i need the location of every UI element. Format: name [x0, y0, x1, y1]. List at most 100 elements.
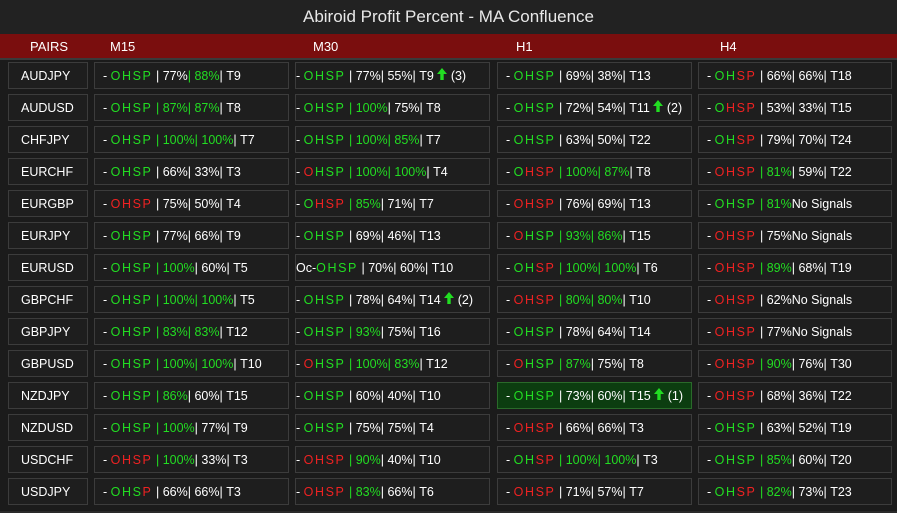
confluence-percent: 71% [387, 196, 413, 211]
signal-cell[interactable]: - OHSP | 75% | 75% | T4 [295, 414, 490, 441]
separator: | [555, 132, 566, 147]
ohsp-letter: H [524, 292, 536, 307]
signal-cell[interactable]: - OHSP | 90% | 76% | T30 [698, 350, 892, 377]
signal-cell[interactable]: - OHSP | 100% | 87% | T8 [497, 158, 692, 185]
signal-cell[interactable]: - OHSP | 69% | 38% | T13 [497, 62, 692, 89]
ohsp-letter: S [535, 228, 546, 243]
signal-cell[interactable]: - OHSP | 79% | 70% | T24 [698, 126, 892, 153]
signal-cell[interactable]: - OHSP | 66% | 66% | T3 [94, 478, 289, 505]
signal-cell[interactable]: - OHSP | 75% | 50% | T4 [94, 190, 289, 217]
signal-cell[interactable]: - OHSP | 77% No Signals [698, 318, 892, 345]
ohsp-letter: S [132, 228, 143, 243]
separator: | [622, 100, 630, 115]
signal-cell[interactable]: - OHSP | 87% | 75% | T8 [497, 350, 692, 377]
pair-label[interactable]: GBPJPY [8, 318, 88, 345]
signal-cell[interactable]: - OHSP | 77% | 88% | T9 [94, 62, 289, 89]
trade-count: T9 [419, 68, 434, 83]
pair-label[interactable]: AUDUSD [8, 94, 88, 121]
signal-cell[interactable]: - OHSP | 68% | 36% | T22 [698, 382, 892, 409]
signal-cell[interactable]: Oc- OHSP | 70% | 60% | T10 [295, 254, 490, 281]
ohsp-indicator: OHSP [514, 485, 556, 499]
signal-cell[interactable]: - OHSP | 100% | 33% | T3 [94, 446, 289, 473]
pair-label[interactable]: GBPCHF [8, 286, 88, 313]
signal-cell[interactable]: - OHSP | 77% | 55% | T9 (3) [295, 62, 490, 89]
signal-cell[interactable]: - OHSP | 81% No Signals [698, 190, 892, 217]
separator: | [219, 228, 227, 243]
signal-cell[interactable]: - OHSP | 80% | 80% | T10 [497, 286, 692, 313]
signal-cell[interactable]: - OHSP | 66% | 66% | T3 [497, 414, 692, 441]
signal-cell[interactable]: - OHSP | 77% | 66% | T9 [94, 222, 289, 249]
profit-percent: 53% [766, 100, 792, 115]
signal-cell[interactable]: - OHSP | 93% | 75% | T16 [295, 318, 490, 345]
ohsp-letter: H [524, 484, 536, 499]
separator: | [219, 484, 227, 499]
pair-label[interactable]: USDCHF [8, 446, 88, 473]
ohsp-letter: H [524, 100, 536, 115]
signal-cell[interactable]: - OHSP | 66% | 66% | T18 [698, 62, 892, 89]
signal-cell[interactable]: - OHSP | 72% | 54% | T11 (2) [497, 94, 692, 121]
signal-cell[interactable]: - OHSP | 73% | 60% | T15 (1) [497, 382, 692, 409]
pair-label[interactable]: USDJPY [8, 478, 88, 505]
signal-cell[interactable]: - OHSP | 87% | 87% | T8 [94, 94, 289, 121]
profit-percent: 78% [355, 292, 381, 307]
signal-cell[interactable]: - OHSP | 100% | 100% | T4 [295, 158, 490, 185]
signal-cell[interactable]: - OHSP | 53% | 33% | T15 [698, 94, 892, 121]
signal-cell[interactable]: - OHSP | 63% | 52% | T19 [698, 414, 892, 441]
ohsp-letter: P [545, 164, 556, 179]
signal-cell[interactable]: - OHSP | 78% | 64% | T14 (2) [295, 286, 490, 313]
pair-label[interactable]: AUDJPY [8, 62, 88, 89]
pair-label[interactable]: GBPUSD [8, 350, 88, 377]
signal-cell[interactable]: - OHSP | 100% | 83% | T12 [295, 350, 490, 377]
signal-cell[interactable]: - OHSP | 69% | 46% | T13 [295, 222, 490, 249]
separator: | [387, 132, 395, 147]
signal-cell[interactable]: - OHSP | 78% | 64% | T14 [497, 318, 692, 345]
ohsp-letter: H [725, 420, 737, 435]
signal-cell[interactable]: - OHSP | 90% | 40% | T10 [295, 446, 490, 473]
ohsp-indicator: OHSP [111, 229, 153, 243]
pair-label[interactable]: EURJPY [8, 222, 88, 249]
separator: | [226, 420, 234, 435]
separator: | [233, 292, 241, 307]
pair-label[interactable]: EURCHF [8, 158, 88, 185]
pair-label[interactable]: CHFJPY [8, 126, 88, 153]
signal-cell[interactable]: - OHSP | 71% | 57% | T7 [497, 478, 692, 505]
ohsp-letter: O [513, 100, 525, 115]
signal-cell[interactable]: - OHSP | 100% | 60% | T5 [94, 254, 289, 281]
profit-percent: 60% [355, 388, 381, 403]
signal-cell[interactable]: - OHSP | 100% | 100% | T3 [497, 446, 692, 473]
ohsp-indicator: OHSP [514, 133, 556, 147]
signal-cell[interactable]: - OHSP | 62% No Signals [698, 286, 892, 313]
confluence-percent: 40% [387, 452, 413, 467]
signal-cell[interactable]: - OHSP | 89% | 68% | T19 [698, 254, 892, 281]
signal-cell[interactable]: - OHSP | 100% | 77% | T9 [94, 414, 289, 441]
signal-cell[interactable]: - OHSP | 100% | 100% | T6 [497, 254, 692, 281]
ohsp-indicator: OHSP [304, 133, 346, 147]
signal-cell[interactable]: - OHSP | 75% No Signals [698, 222, 892, 249]
signal-cell[interactable]: - OHSP | 86% | 60% | T15 [94, 382, 289, 409]
signal-cell[interactable]: - OHSP | 100% | 85% | T7 [295, 126, 490, 153]
ohsp-indicator: OHSP [514, 293, 556, 307]
pair-label[interactable]: NZDJPY [8, 382, 88, 409]
pair-label[interactable]: EURUSD [8, 254, 88, 281]
signal-cell[interactable]: - OHSP | 85% | 60% | T20 [698, 446, 892, 473]
signal-cell[interactable]: - OHSP | 81% | 59% | T22 [698, 158, 892, 185]
signal-cell[interactable]: - OHSP | 83% | 66% | T6 [295, 478, 490, 505]
signal-cell[interactable]: - OHSP | 76% | 69% | T13 [497, 190, 692, 217]
signal-cell[interactable]: - OHSP | 100% | 75% | T8 [295, 94, 490, 121]
signal-cell[interactable]: - OHSP | 100% | 100% | T10 [94, 350, 289, 377]
signal-cell[interactable]: - OHSP | 60% | 40% | T10 [295, 382, 490, 409]
signal-cell[interactable]: - OHSP | 93% | 86% | T15 [497, 222, 692, 249]
signal-cell[interactable]: - OHSP | 100% | 100% | T7 [94, 126, 289, 153]
confluence-percent: 66% [798, 68, 824, 83]
signal-cell[interactable]: - OHSP | 100% | 100% | T5 [94, 286, 289, 313]
signal-cell[interactable]: - OHSP | 85% | 71% | T7 [295, 190, 490, 217]
ohsp-letter: S [132, 260, 143, 275]
pair-label[interactable]: EURGBP [8, 190, 88, 217]
signal-cell[interactable]: - OHSP | 83% | 83% | T12 [94, 318, 289, 345]
confluence-percent: 64% [387, 292, 413, 307]
ohsp-letter: S [535, 324, 546, 339]
signal-cell[interactable]: - OHSP | 82% | 73% | T23 [698, 478, 892, 505]
signal-cell[interactable]: - OHSP | 66% | 33% | T3 [94, 158, 289, 185]
signal-cell[interactable]: - OHSP | 63% | 50% | T22 [497, 126, 692, 153]
pair-label[interactable]: NZDUSD [8, 414, 88, 441]
